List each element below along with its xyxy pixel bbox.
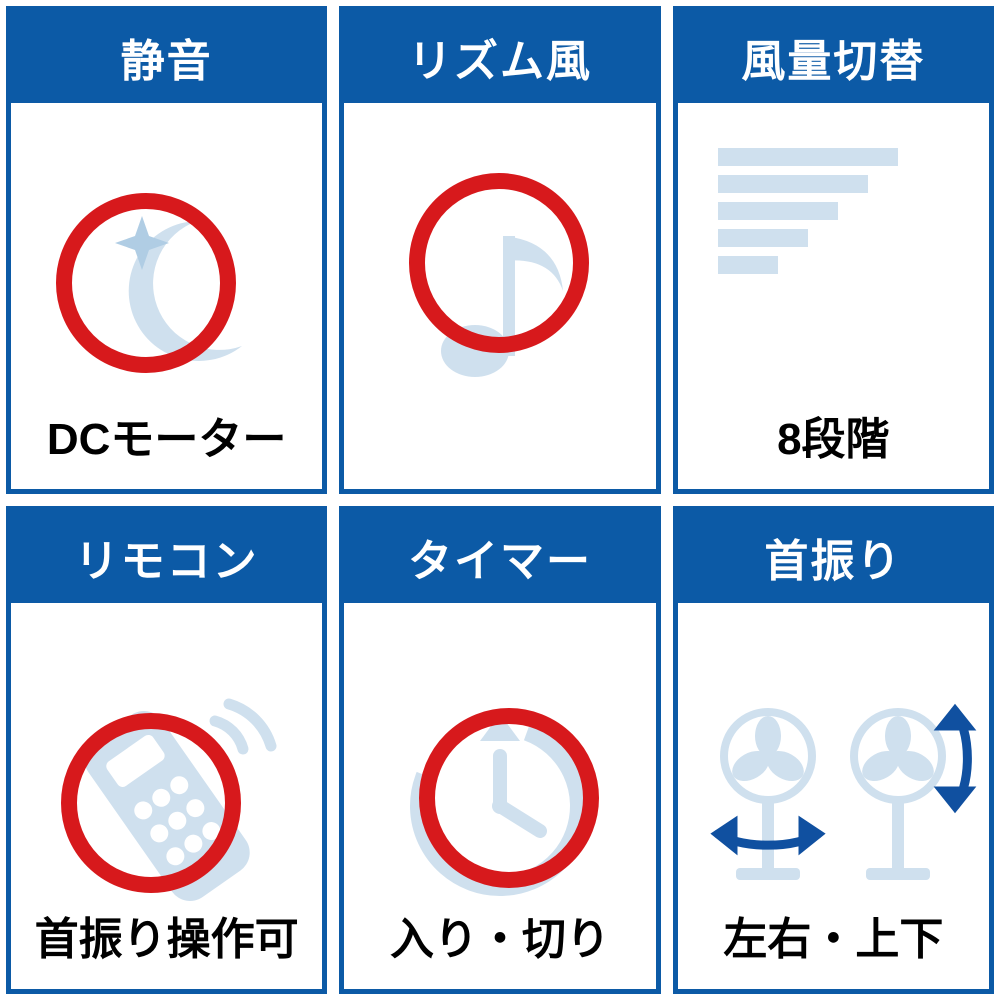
header-oscillation: 首振り bbox=[678, 511, 989, 603]
caption-remote: 首振り操作可 bbox=[35, 885, 299, 989]
cell-rhythm: リズム風 bbox=[339, 6, 660, 494]
caption-oscillation: 左右・上下 bbox=[723, 885, 943, 989]
body-airflow: 8段階 bbox=[678, 103, 989, 489]
feature-grid: 静音 DCモーター リズム風 bbox=[0, 0, 1000, 1000]
body-quiet: DCモーター bbox=[11, 103, 322, 489]
header-quiet: 静音 bbox=[11, 11, 322, 103]
cell-oscillation: 首振り bbox=[673, 506, 994, 994]
body-rhythm bbox=[344, 103, 655, 489]
body-timer: 入り・切り bbox=[344, 603, 655, 989]
circle-mark-icon bbox=[51, 188, 241, 378]
header-rhythm: リズム風 bbox=[344, 11, 655, 103]
caption-quiet: DCモーター bbox=[47, 385, 287, 489]
cell-remote: リモコン bbox=[6, 506, 327, 994]
circle-mark-icon bbox=[56, 708, 246, 898]
header-remote: リモコン bbox=[11, 511, 322, 603]
caption-timer: 入り・切り bbox=[390, 885, 610, 989]
cell-timer: タイマー 入り・切り bbox=[339, 506, 660, 994]
cell-airflow: 風量切替 8段階 bbox=[673, 6, 994, 494]
caption-airflow: 8段階 bbox=[777, 385, 889, 489]
cell-quiet: 静音 DCモーター bbox=[6, 6, 327, 494]
header-airflow: 風量切替 bbox=[678, 11, 989, 103]
circle-mark-icon bbox=[404, 168, 594, 358]
circle-mark-icon bbox=[414, 703, 604, 893]
body-remote: 首振り操作可 bbox=[11, 603, 322, 989]
header-timer: タイマー bbox=[344, 511, 655, 603]
body-oscillation: 左右・上下 bbox=[678, 603, 989, 989]
